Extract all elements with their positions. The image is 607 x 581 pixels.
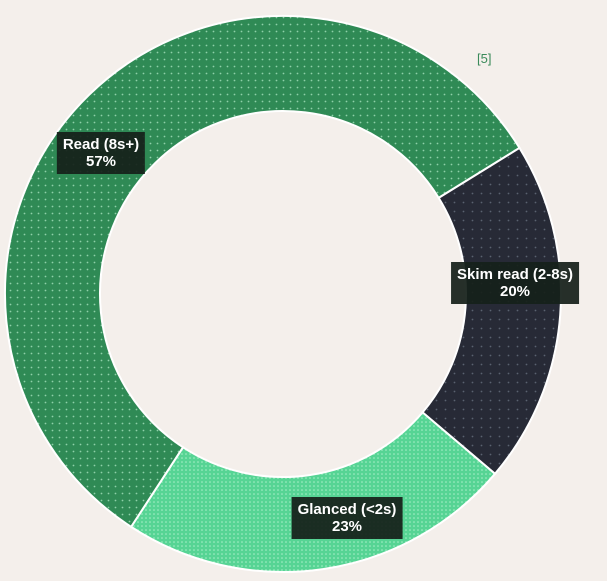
slice-label-read-value: 57% [85,153,117,170]
slice-label-skim-read: Skim read (2-8s) 20% [451,262,579,304]
slice-label-read-name: Read (8s+) [62,136,140,153]
slice-label-read: Read (8s+) 57% [56,132,146,174]
slice-skim-read [421,146,562,476]
slice-label-skim-read-name: Skim read (2-8s) [457,266,573,283]
slice-label-glanced-value: 23% [331,518,363,535]
slice-label-skim-read-value: 20% [499,283,531,300]
slice-glanced [129,410,497,573]
slice-label-glanced-name: Glanced (<2s) [297,501,397,518]
reference-note[interactable]: [5] [477,51,492,66]
slice-label-glanced: Glanced (<2s) 23% [291,497,403,539]
